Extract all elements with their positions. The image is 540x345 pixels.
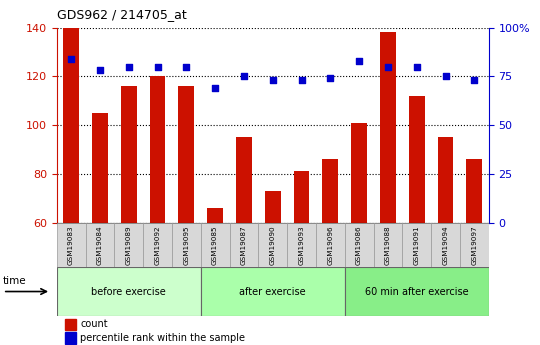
Text: count: count xyxy=(80,319,108,329)
Text: GSM19092: GSM19092 xyxy=(154,225,160,265)
FancyBboxPatch shape xyxy=(402,223,431,267)
Point xyxy=(383,64,392,69)
Text: 60 min after exercise: 60 min after exercise xyxy=(365,287,469,296)
Bar xyxy=(236,137,252,223)
Text: GSM19086: GSM19086 xyxy=(356,225,362,265)
Text: GSM19084: GSM19084 xyxy=(97,225,103,265)
Text: GSM19095: GSM19095 xyxy=(183,225,190,265)
Point xyxy=(297,78,306,83)
Text: GSM19088: GSM19088 xyxy=(385,225,391,265)
Bar xyxy=(65,319,76,330)
Text: GDS962 / 214705_at: GDS962 / 214705_at xyxy=(57,8,186,21)
Text: GSM19097: GSM19097 xyxy=(471,225,477,265)
Bar xyxy=(178,86,194,223)
FancyBboxPatch shape xyxy=(172,223,201,267)
Point xyxy=(470,78,478,83)
FancyBboxPatch shape xyxy=(374,223,402,267)
Bar xyxy=(207,208,223,223)
Text: GSM19091: GSM19091 xyxy=(414,225,420,265)
FancyBboxPatch shape xyxy=(287,223,316,267)
Text: GSM19096: GSM19096 xyxy=(327,225,333,265)
FancyBboxPatch shape xyxy=(201,267,345,316)
Bar xyxy=(409,96,424,223)
Point xyxy=(413,64,421,69)
Point xyxy=(182,64,191,69)
FancyBboxPatch shape xyxy=(460,223,489,267)
Bar xyxy=(121,86,137,223)
Text: GSM19087: GSM19087 xyxy=(241,225,247,265)
Bar xyxy=(65,332,76,344)
FancyBboxPatch shape xyxy=(345,267,489,316)
FancyBboxPatch shape xyxy=(258,223,287,267)
Point xyxy=(240,73,248,79)
Bar xyxy=(265,191,281,223)
FancyBboxPatch shape xyxy=(114,223,143,267)
Point xyxy=(67,56,76,61)
FancyBboxPatch shape xyxy=(230,223,258,267)
Point xyxy=(268,78,277,83)
Bar xyxy=(322,159,338,223)
Point xyxy=(326,76,335,81)
Text: GSM19089: GSM19089 xyxy=(126,225,132,265)
Bar xyxy=(92,113,108,223)
Text: after exercise: after exercise xyxy=(239,287,306,296)
Bar xyxy=(351,122,367,223)
Text: GSM19083: GSM19083 xyxy=(68,225,74,265)
Bar xyxy=(437,137,454,223)
FancyBboxPatch shape xyxy=(57,267,201,316)
FancyBboxPatch shape xyxy=(143,223,172,267)
FancyBboxPatch shape xyxy=(57,223,85,267)
Point xyxy=(124,64,133,69)
Text: GSM19093: GSM19093 xyxy=(299,225,305,265)
Text: before exercise: before exercise xyxy=(91,287,166,296)
Bar xyxy=(467,159,482,223)
Bar xyxy=(150,76,165,223)
Text: time: time xyxy=(3,276,26,286)
Point xyxy=(441,73,450,79)
Point xyxy=(355,58,363,63)
Text: GSM19085: GSM19085 xyxy=(212,225,218,265)
Bar xyxy=(63,28,79,223)
Text: GSM19094: GSM19094 xyxy=(442,225,449,265)
Bar xyxy=(294,171,309,223)
Point xyxy=(153,64,162,69)
Point xyxy=(96,68,104,73)
Text: GSM19090: GSM19090 xyxy=(269,225,276,265)
Bar xyxy=(380,32,396,223)
Text: percentile rank within the sample: percentile rank within the sample xyxy=(80,333,246,343)
FancyBboxPatch shape xyxy=(85,223,114,267)
FancyBboxPatch shape xyxy=(345,223,374,267)
FancyBboxPatch shape xyxy=(201,223,230,267)
FancyBboxPatch shape xyxy=(431,223,460,267)
Point xyxy=(211,85,219,91)
FancyBboxPatch shape xyxy=(316,223,345,267)
